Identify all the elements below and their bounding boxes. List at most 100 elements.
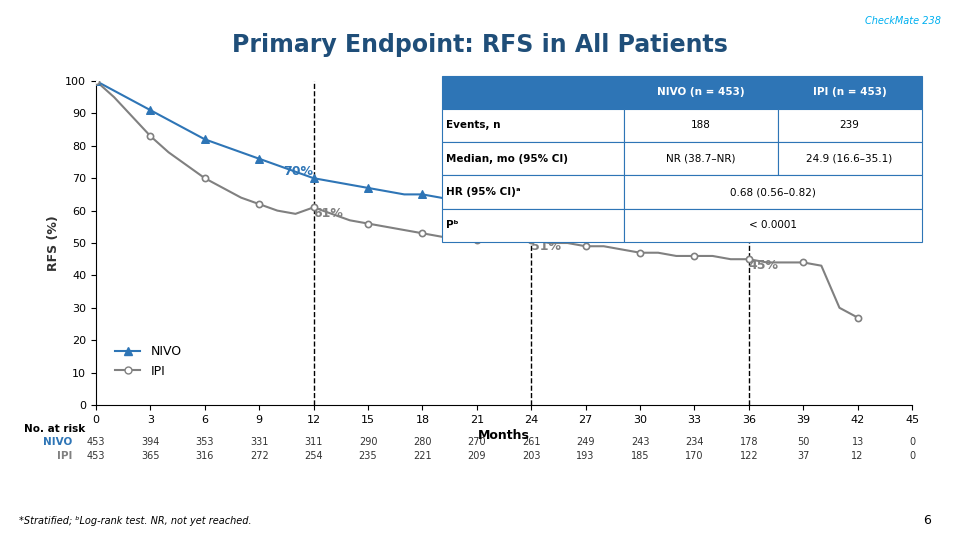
Text: < 0.0001: < 0.0001	[749, 220, 797, 230]
Text: 261: 261	[522, 437, 540, 448]
Text: 50: 50	[797, 437, 809, 448]
Point	[904, 232, 920, 241]
Point	[523, 235, 539, 244]
Point	[850, 229, 865, 238]
Text: 6: 6	[924, 514, 931, 526]
Point	[415, 190, 430, 199]
Text: 290: 290	[359, 437, 377, 448]
Text: 239: 239	[840, 120, 859, 131]
Text: 353: 353	[196, 437, 214, 448]
Text: 0.68 (0.56–0.82): 0.68 (0.56–0.82)	[730, 187, 816, 197]
Text: NIVO (n = 453): NIVO (n = 453)	[657, 87, 745, 97]
Text: 193: 193	[576, 451, 595, 461]
FancyBboxPatch shape	[624, 208, 922, 242]
Y-axis label: RFS (%): RFS (%)	[47, 215, 60, 271]
FancyBboxPatch shape	[442, 76, 624, 109]
Text: 311: 311	[304, 437, 323, 448]
Text: 270: 270	[468, 437, 486, 448]
Point	[197, 174, 212, 183]
Text: 0: 0	[909, 451, 915, 461]
Text: 188: 188	[691, 120, 710, 131]
FancyBboxPatch shape	[624, 176, 922, 208]
Point	[796, 258, 811, 267]
Text: 203: 203	[522, 451, 540, 461]
Point	[306, 174, 322, 183]
Text: 122: 122	[739, 451, 758, 461]
Text: 51%: 51%	[531, 240, 562, 253]
Text: Months: Months	[478, 429, 530, 442]
FancyBboxPatch shape	[624, 142, 778, 176]
Point	[796, 219, 811, 228]
Text: 221: 221	[413, 451, 432, 461]
Text: 316: 316	[196, 451, 214, 461]
Text: 394: 394	[141, 437, 159, 448]
Text: *Stratified; ᵇLog-rank test. NR, not yet reached.: *Stratified; ᵇLog-rank test. NR, not yet…	[19, 516, 252, 526]
Point	[523, 200, 539, 208]
Text: 234: 234	[685, 437, 704, 448]
FancyBboxPatch shape	[778, 142, 922, 176]
Point	[850, 313, 865, 322]
Text: IPI (n = 453): IPI (n = 453)	[813, 87, 886, 97]
Text: NIVO: NIVO	[43, 437, 72, 448]
Text: 170: 170	[685, 451, 704, 461]
FancyBboxPatch shape	[442, 176, 624, 208]
Text: 235: 235	[359, 451, 377, 461]
Text: NR (38.7–NR): NR (38.7–NR)	[666, 154, 735, 164]
Text: 70%: 70%	[283, 165, 314, 178]
Text: 280: 280	[413, 437, 432, 448]
Point	[143, 106, 158, 114]
Point	[633, 210, 648, 218]
Text: 243: 243	[631, 437, 649, 448]
Point	[469, 235, 485, 244]
Text: 453: 453	[86, 437, 106, 448]
Text: 45%: 45%	[749, 259, 779, 272]
Point	[686, 252, 702, 260]
Point	[469, 197, 485, 205]
Text: 37: 37	[797, 451, 809, 461]
Text: 453: 453	[86, 451, 106, 461]
Text: 58%: 58%	[749, 204, 779, 217]
Point	[252, 154, 267, 163]
Text: 209: 209	[468, 451, 486, 461]
Point	[578, 206, 593, 215]
FancyBboxPatch shape	[778, 109, 922, 142]
Point	[197, 135, 212, 144]
Point	[88, 77, 104, 85]
Text: 331: 331	[250, 437, 269, 448]
Text: 254: 254	[304, 451, 323, 461]
Text: 178: 178	[739, 437, 758, 448]
Text: 62%: 62%	[531, 191, 561, 204]
Text: Events, n: Events, n	[446, 120, 501, 131]
FancyBboxPatch shape	[442, 109, 624, 142]
Point	[360, 184, 375, 192]
Text: 13: 13	[852, 437, 864, 448]
Text: IPI: IPI	[57, 451, 72, 461]
Text: Pᵇ: Pᵇ	[446, 220, 459, 230]
Text: HR (95% CI)ᵃ: HR (95% CI)ᵃ	[446, 187, 521, 197]
Text: 365: 365	[141, 451, 159, 461]
Legend: NIVO, IPI: NIVO, IPI	[110, 340, 186, 382]
Text: 0: 0	[909, 437, 915, 448]
Text: 24.9 (16.6–35.1): 24.9 (16.6–35.1)	[806, 154, 893, 164]
Point	[143, 132, 158, 140]
Point	[306, 203, 322, 212]
Text: 272: 272	[250, 451, 269, 461]
Text: Primary Endpoint: RFS in All Patients: Primary Endpoint: RFS in All Patients	[232, 33, 728, 57]
Point	[578, 242, 593, 251]
Point	[741, 213, 756, 221]
FancyBboxPatch shape	[624, 76, 778, 109]
Point	[415, 229, 430, 238]
FancyBboxPatch shape	[442, 208, 624, 242]
Text: 61%: 61%	[314, 207, 344, 220]
Text: 249: 249	[576, 437, 595, 448]
Text: No. at risk: No. at risk	[24, 424, 85, 434]
Text: 185: 185	[631, 451, 649, 461]
FancyBboxPatch shape	[778, 76, 922, 109]
Point	[252, 200, 267, 208]
Point	[686, 213, 702, 221]
Point	[88, 77, 104, 85]
Point	[360, 219, 375, 228]
Text: CheckMate 238: CheckMate 238	[865, 16, 941, 26]
Point	[633, 248, 648, 257]
FancyBboxPatch shape	[624, 109, 778, 142]
